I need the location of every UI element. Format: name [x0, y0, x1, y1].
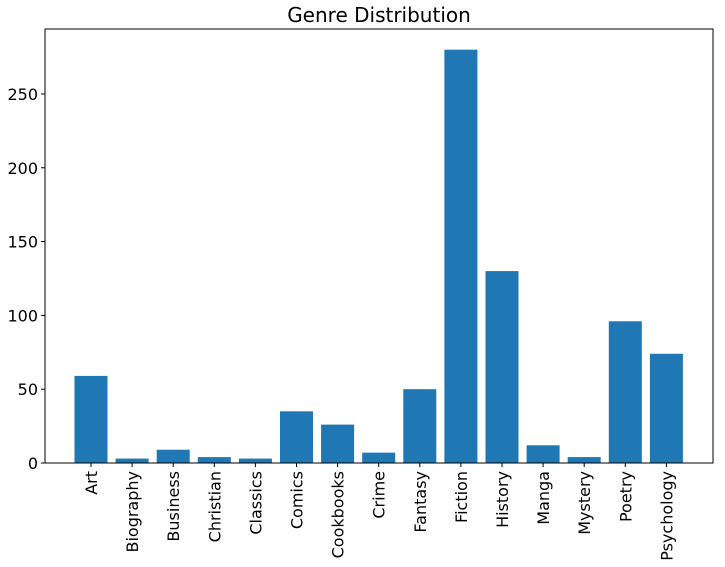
bars-group [74, 49, 683, 464]
x-tick-label-comics: Comics [288, 471, 307, 529]
bar-history [485, 271, 519, 463]
y-axis: 0 50 100 150 200 250 [7, 85, 45, 473]
y-tick-label: 100 [7, 306, 38, 325]
bar-fantasy [403, 389, 437, 463]
x-tick-label-biography: Biography [123, 471, 142, 553]
bar-business [156, 449, 190, 463]
y-tick-label: 150 [7, 233, 38, 252]
x-tick-label-fiction: Fiction [452, 471, 471, 523]
y-tick-label: 50 [18, 380, 38, 399]
x-tick-label-classics: Classics [246, 471, 265, 535]
y-tick-label: 250 [7, 85, 38, 104]
chart-title: Genre Distribution [287, 3, 471, 27]
x-axis: Art Biography Business Christian Classics Com… [82, 463, 676, 561]
bar-biography [115, 458, 149, 463]
bar-classics [238, 458, 272, 463]
bar-fiction [444, 49, 478, 464]
plot-frame [44, 28, 714, 464]
x-tick-label-cookbooks: Cookbooks [329, 471, 348, 558]
y-tick-label: 0 [28, 454, 38, 473]
x-tick-label-crime: Crime [370, 471, 389, 519]
bar-art [74, 375, 108, 463]
x-tick-label-fantasy: Fantasy [411, 471, 430, 533]
bar-crime [362, 452, 396, 463]
x-tick-label-manga: Manga [534, 471, 553, 525]
bar-mystery [567, 457, 601, 463]
x-tick-label-mystery: Mystery [575, 471, 594, 535]
bar-christian [197, 457, 231, 463]
bar-psychology [649, 353, 683, 463]
bar-comics [280, 411, 313, 463]
x-tick-label-art: Art [82, 471, 101, 495]
bar-poetry [608, 321, 642, 463]
x-tick-label-poetry: Poetry [616, 471, 635, 522]
bar-cookbooks [321, 424, 355, 463]
x-tick-label-christian: Christian [205, 471, 224, 542]
x-tick-label-history: History [493, 471, 512, 528]
x-tick-label-business: Business [164, 471, 183, 542]
bar-manga [526, 445, 560, 463]
y-tick-label: 200 [7, 159, 38, 178]
x-tick-label-psychology: Psychology [657, 471, 676, 561]
